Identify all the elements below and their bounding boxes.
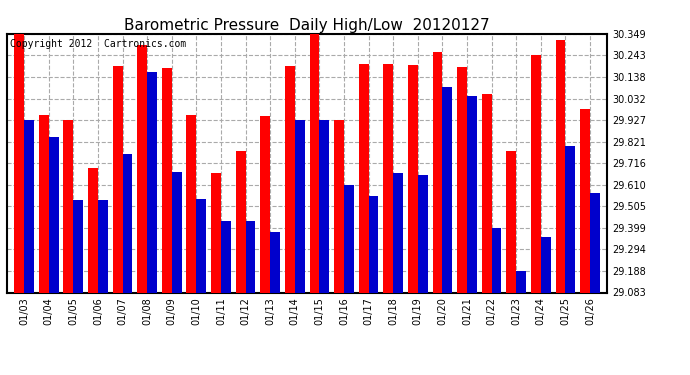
Bar [39, 115, 49, 292]
Bar [531, 56, 541, 292]
Bar [368, 196, 378, 292]
Bar [63, 120, 73, 292]
Bar [359, 64, 368, 292]
Bar [516, 271, 526, 292]
Bar [541, 237, 551, 292]
Bar [506, 151, 516, 292]
Bar [270, 232, 280, 292]
Bar [295, 120, 304, 292]
Bar [186, 115, 197, 292]
Bar [334, 120, 344, 292]
Bar [236, 151, 246, 292]
Bar [482, 94, 491, 292]
Bar [211, 172, 221, 292]
Bar [417, 175, 428, 292]
Bar [457, 67, 467, 292]
Bar [221, 220, 230, 292]
Bar [49, 137, 59, 292]
Bar [393, 172, 403, 292]
Bar [310, 34, 319, 292]
Bar [467, 96, 477, 292]
Bar [260, 116, 270, 292]
Bar [565, 146, 575, 292]
Bar [172, 171, 181, 292]
Bar [555, 40, 565, 292]
Bar [147, 72, 157, 292]
Bar [580, 109, 590, 292]
Bar [590, 193, 600, 292]
Bar [246, 220, 255, 292]
Bar [137, 45, 147, 292]
Bar [98, 200, 108, 292]
Bar [344, 185, 354, 292]
Bar [123, 154, 132, 292]
Text: Copyright 2012  Cartronics.com: Copyright 2012 Cartronics.com [10, 39, 186, 49]
Bar [162, 68, 172, 292]
Bar [491, 228, 502, 292]
Bar [73, 200, 83, 292]
Bar [319, 120, 329, 292]
Title: Barometric Pressure  Daily High/Low  20120127: Barometric Pressure Daily High/Low 20120… [124, 18, 490, 33]
Bar [433, 52, 442, 292]
Bar [14, 34, 24, 292]
Bar [112, 66, 123, 292]
Bar [285, 66, 295, 292]
Bar [442, 87, 452, 292]
Bar [24, 120, 34, 292]
Bar [197, 199, 206, 292]
Bar [384, 64, 393, 292]
Bar [408, 65, 417, 292]
Bar [88, 168, 98, 292]
